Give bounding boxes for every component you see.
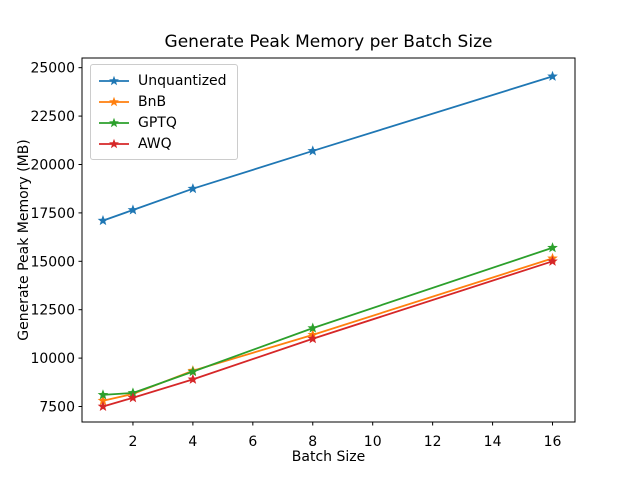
chart-title: Generate Peak Memory per Batch Size: [164, 32, 493, 52]
legend-label: BnB: [138, 93, 167, 110]
x-axis-label: Batch Size: [291, 449, 366, 465]
y-axis: 7500 10000 12500 15000 17500 20000 22500 25000: [30, 61, 82, 416]
x-tick-label: 8: [308, 434, 317, 450]
star-marker-icon: [127, 392, 139, 403]
star-marker-icon: [187, 373, 199, 384]
series-unquantized: [97, 70, 558, 226]
star-icon: [109, 96, 119, 106]
star-marker-icon: [547, 255, 558, 266]
star-icon: [109, 75, 119, 85]
y-tick-label: 25000: [30, 61, 75, 77]
y-tick-label: 15000: [30, 254, 75, 270]
y-tick-label: 12500: [30, 303, 75, 319]
y-tick-label: 7500: [39, 400, 75, 416]
star-icon: [109, 117, 119, 127]
y-tick-label: 20000: [30, 157, 75, 173]
plot-border: [81, 57, 576, 423]
x-tick-label: 14: [484, 434, 502, 450]
series-bnb: [97, 252, 558, 406]
star-marker-icon: [307, 322, 319, 333]
y-axis-label: Generate Peak Memory (MB): [16, 139, 32, 341]
star-marker-icon: [547, 70, 558, 81]
x-tick-label: 16: [544, 434, 562, 450]
series-awq: [97, 255, 558, 412]
y-tick-label: 17500: [30, 206, 75, 222]
legend-label: Unquantized: [138, 72, 227, 89]
legend-item-gptq: GPTQ: [98, 112, 227, 133]
legend-marker: [99, 75, 129, 85]
legend-item-awq: AWQ: [98, 133, 227, 154]
legend-item-unquantized: Unquantized: [98, 70, 227, 91]
star-marker-icon: [307, 145, 319, 156]
star-icon: [109, 138, 119, 148]
star-marker-icon: [547, 242, 558, 253]
star-marker-icon: [127, 204, 139, 215]
y-tick-label: 22500: [30, 109, 75, 125]
y-tick-label: 10000: [30, 351, 75, 367]
star-marker-icon: [187, 366, 199, 377]
legend-marker: [99, 117, 129, 127]
star-marker-icon: [97, 389, 109, 400]
series-gptq: [97, 242, 558, 400]
star-marker-icon: [307, 333, 319, 344]
legend-label: GPTQ: [138, 114, 177, 131]
legend-label: AWQ: [138, 135, 172, 152]
star-marker-icon: [97, 215, 109, 226]
legend: Unquantized BnB GPTQ AWQ: [90, 64, 238, 160]
star-marker-icon: [97, 395, 109, 406]
legend-marker: [99, 96, 129, 106]
series-line: [102, 246, 554, 396]
x-tick-label: 2: [128, 434, 137, 450]
x-tick-label: 4: [188, 434, 197, 450]
x-tick-label: 12: [424, 434, 442, 450]
series-line: [102, 260, 554, 408]
x-tick-label: 6: [248, 434, 257, 450]
star-marker-icon: [187, 183, 199, 194]
legend-marker: [99, 138, 129, 148]
legend-item-bnb: BnB: [98, 91, 227, 112]
x-axis: 2 4 6 8 10 12 14 16: [128, 422, 562, 450]
x-tick-label: 10: [364, 434, 382, 450]
star-marker-icon: [97, 400, 109, 412]
